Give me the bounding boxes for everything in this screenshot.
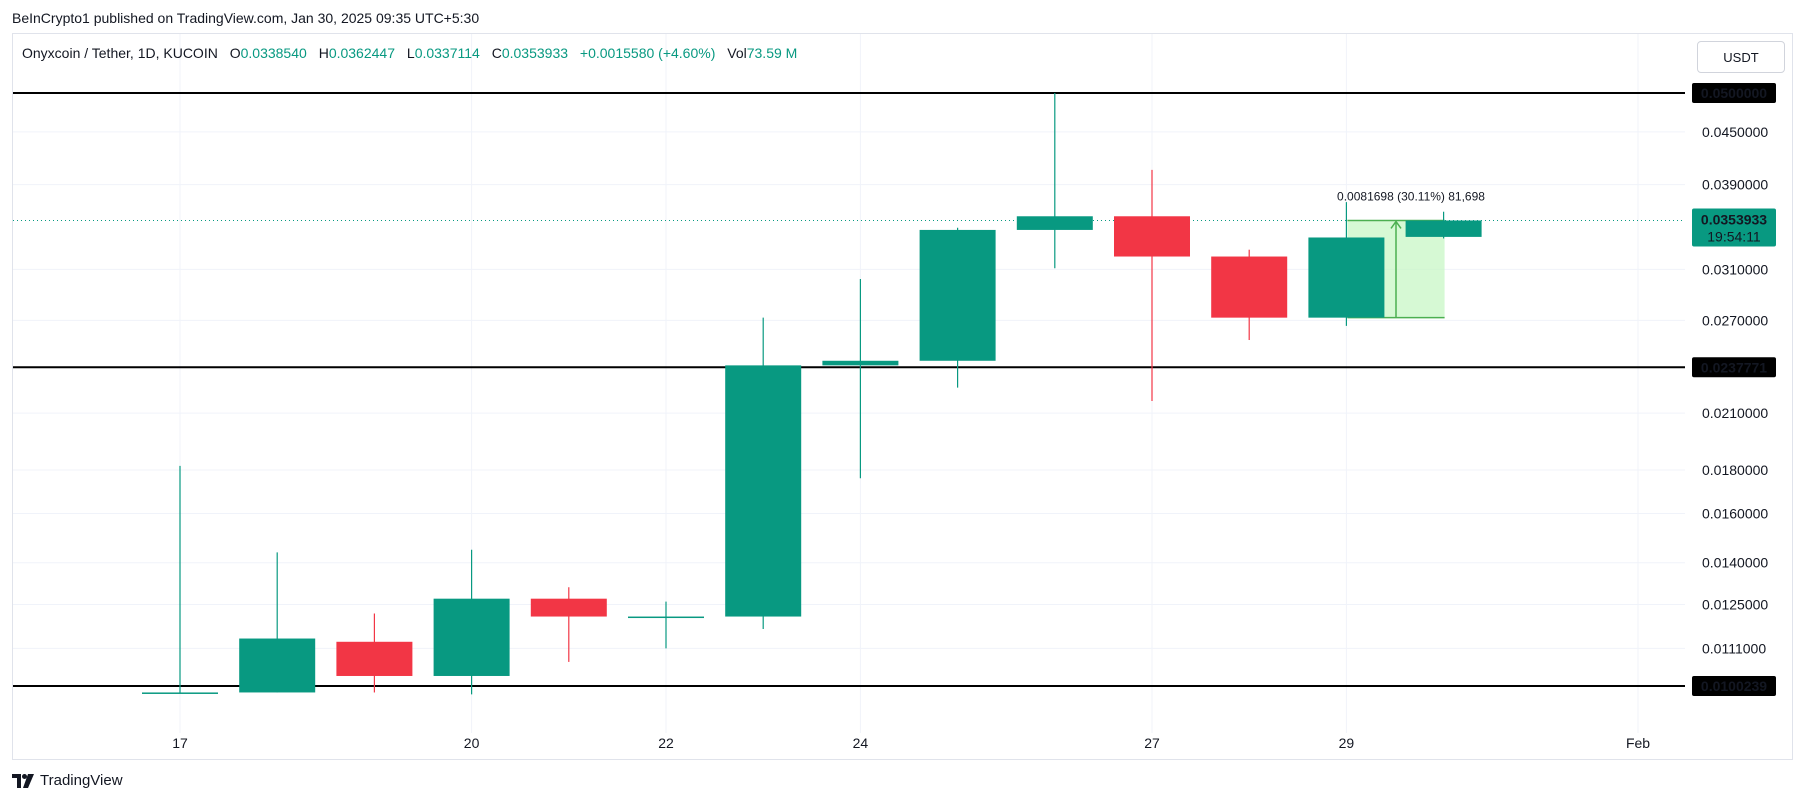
y-tick-label: 0.0111000: [1702, 640, 1766, 656]
price-level-tag: [1692, 676, 1776, 696]
y-tick-label: 0.0210000: [1702, 405, 1768, 421]
y-tick-label: 0.0160000: [1702, 505, 1768, 521]
y-tick-label: 0.0390000: [1702, 177, 1768, 193]
x-tick-label: 24: [853, 735, 869, 751]
candle-body[interactable]: [628, 616, 704, 619]
candle-body[interactable]: [919, 229, 996, 361]
x-tick-label: 22: [658, 735, 674, 751]
measure-label: 0.0081698 (30.11%) 81,698: [1337, 189, 1485, 203]
candle-body[interactable]: [1114, 216, 1190, 257]
x-tick-label: Feb: [1626, 735, 1650, 751]
candle-body[interactable]: [433, 598, 510, 676]
currency-button[interactable]: USDT: [1697, 41, 1785, 73]
price-level-label: 0.0500000: [1701, 85, 1767, 101]
x-tick-label: 20: [464, 735, 480, 751]
price-level-label: 0.0237771: [1701, 359, 1767, 375]
tradingview-brand[interactable]: TradingView: [12, 772, 123, 789]
y-tick-label: 0.0125000: [1702, 597, 1768, 613]
x-tick-label: 29: [1339, 735, 1355, 751]
tradingview-logo-icon: [12, 773, 34, 788]
current-price-label: 0.0353933: [1701, 211, 1767, 227]
high-label: H: [318, 45, 329, 61]
published-caption: BeInCrypto1 published on TradingView.com…: [12, 10, 480, 26]
measure-arrow-head: [1390, 220, 1402, 229]
candle-body[interactable]: [1405, 220, 1482, 237]
change-value: +0.0015580 (+4.60%): [579, 45, 716, 61]
symbol-legend: Onyxcoin / Tether, 1D, KUCOIN O0.0338540…: [22, 45, 797, 61]
candle-body[interactable]: [1211, 256, 1288, 318]
candle-body[interactable]: [142, 692, 218, 694]
candle-body[interactable]: [530, 598, 607, 617]
candle-body[interactable]: [822, 360, 899, 366]
y-tick-label: 0.0140000: [1702, 555, 1768, 571]
price-level-tag: [1692, 83, 1776, 103]
y-tick-label: 0.0310000: [1702, 261, 1768, 277]
candle-body[interactable]: [725, 365, 802, 617]
volume-label: Vol: [727, 45, 747, 61]
brand-name: TradingView: [40, 772, 123, 789]
y-tick-label: 0.0180000: [1702, 462, 1768, 478]
x-tick-label: 27: [1144, 735, 1160, 751]
chart-frame: [12, 33, 1793, 760]
countdown-label: 19:54:11: [1707, 228, 1761, 244]
current-price-tag: [1692, 208, 1776, 247]
open-label: O: [229, 45, 241, 61]
price-level-tag: [1692, 357, 1776, 378]
x-tick-label: 17: [172, 735, 188, 751]
low-value: 0.0337114: [414, 45, 480, 61]
candle-body[interactable]: [1308, 237, 1385, 318]
symbol-title[interactable]: Onyxcoin / Tether, 1D, KUCOIN: [22, 45, 218, 61]
close-value: 0.0353933: [501, 45, 569, 61]
close-label: C: [491, 45, 502, 61]
y-tick-label: 0.0270000: [1702, 312, 1768, 328]
price-level-label: 0.0100239: [1701, 678, 1767, 694]
high-value: 0.0362447: [328, 45, 395, 61]
low-label: L: [406, 45, 415, 61]
candle-body[interactable]: [1016, 216, 1093, 230]
candle-body[interactable]: [239, 638, 316, 693]
y-tick-label: 0.0450000: [1702, 124, 1768, 140]
volume-value: 73.59 M: [746, 45, 798, 61]
open-value: 0.0338540: [240, 45, 307, 61]
candle-body[interactable]: [336, 641, 413, 676]
